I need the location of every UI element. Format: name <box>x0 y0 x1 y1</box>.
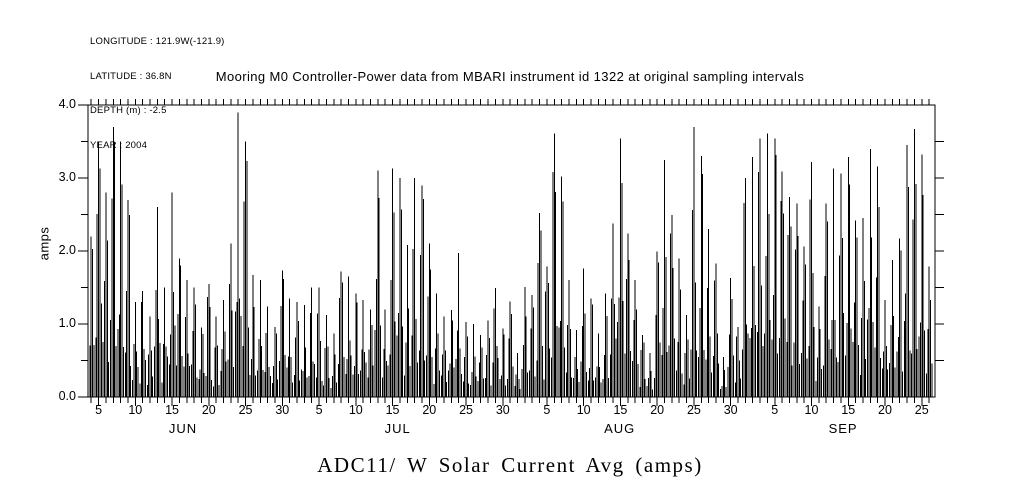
x-day-label: 25 <box>686 403 701 417</box>
x-day-label: 25 <box>238 403 253 417</box>
x-day-label: 20 <box>650 403 665 417</box>
station-metadata: LONGITUDE : 121.9W(-121.9) LATITUDE : 36… <box>90 13 225 174</box>
x-day-label: 25 <box>459 403 473 417</box>
x-month-label: SEP <box>828 421 858 436</box>
metadata-longitude: LONGITUDE : 121.9W(-121.9) <box>90 36 225 47</box>
x-day-label: 5 <box>771 403 779 417</box>
x-month-label: JUN <box>168 421 198 436</box>
y-tick-label: 1.0 <box>58 316 76 330</box>
x-day-label: 10 <box>576 403 591 417</box>
chart-title: Mooring M0 Controller-Power data from MB… <box>215 69 805 84</box>
y-tick-label: 3.0 <box>58 170 76 184</box>
x-day-label: 5 <box>95 403 103 417</box>
x-day-label: 30 <box>495 403 510 417</box>
x-month-label: JUL <box>384 421 411 436</box>
x-day-label: 10 <box>348 403 363 417</box>
metadata-latitude: LATITUDE : 36.8N <box>90 70 172 82</box>
y-tick-label: 0.0 <box>58 389 76 403</box>
x-day-label: 20 <box>201 403 216 417</box>
metadata-year: YEAR : 2004 <box>90 139 148 151</box>
x-day-label: 30 <box>723 403 738 417</box>
x-day-label: 30 <box>275 403 290 417</box>
axis-ticks <box>78 99 944 406</box>
x-day-label: 15 <box>841 403 856 417</box>
x-day-label: 15 <box>165 403 179 417</box>
x-month-label: AUG <box>604 421 636 436</box>
x-day-label: 25 <box>914 403 929 417</box>
x-day-label: 20 <box>878 403 892 417</box>
y-tick-label: 2.0 <box>58 243 76 257</box>
x-day-label: 10 <box>804 403 819 417</box>
y-tick-label: 4.0 <box>58 97 76 111</box>
x-day-label: 15 <box>613 403 628 417</box>
metadata-depth: DEPTH (m) : -2.5 <box>90 105 167 116</box>
solar-current-series <box>89 112 933 397</box>
x-day-label: 5 <box>543 403 551 417</box>
x-day-label: 15 <box>385 403 400 417</box>
chart-subtitle: ADC11/ W Solar Current Avg (amps) <box>317 453 703 477</box>
x-day-label: 20 <box>422 403 437 417</box>
x-day-label: 5 <box>315 403 323 417</box>
x-day-label: 10 <box>128 403 143 417</box>
